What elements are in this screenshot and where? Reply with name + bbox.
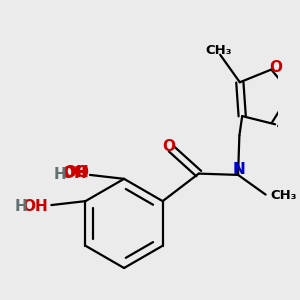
Text: O: O — [269, 60, 282, 75]
Text: H: H — [54, 167, 66, 182]
Text: OH: OH — [63, 165, 89, 180]
Text: O: O — [76, 165, 89, 180]
Text: H: H — [15, 199, 28, 214]
Text: OH: OH — [22, 199, 48, 214]
Text: OH: OH — [61, 166, 87, 181]
Text: O: O — [162, 139, 175, 154]
Text: CH₃: CH₃ — [206, 44, 232, 57]
Text: CH₃: CH₃ — [270, 189, 297, 202]
Text: N: N — [232, 162, 245, 177]
